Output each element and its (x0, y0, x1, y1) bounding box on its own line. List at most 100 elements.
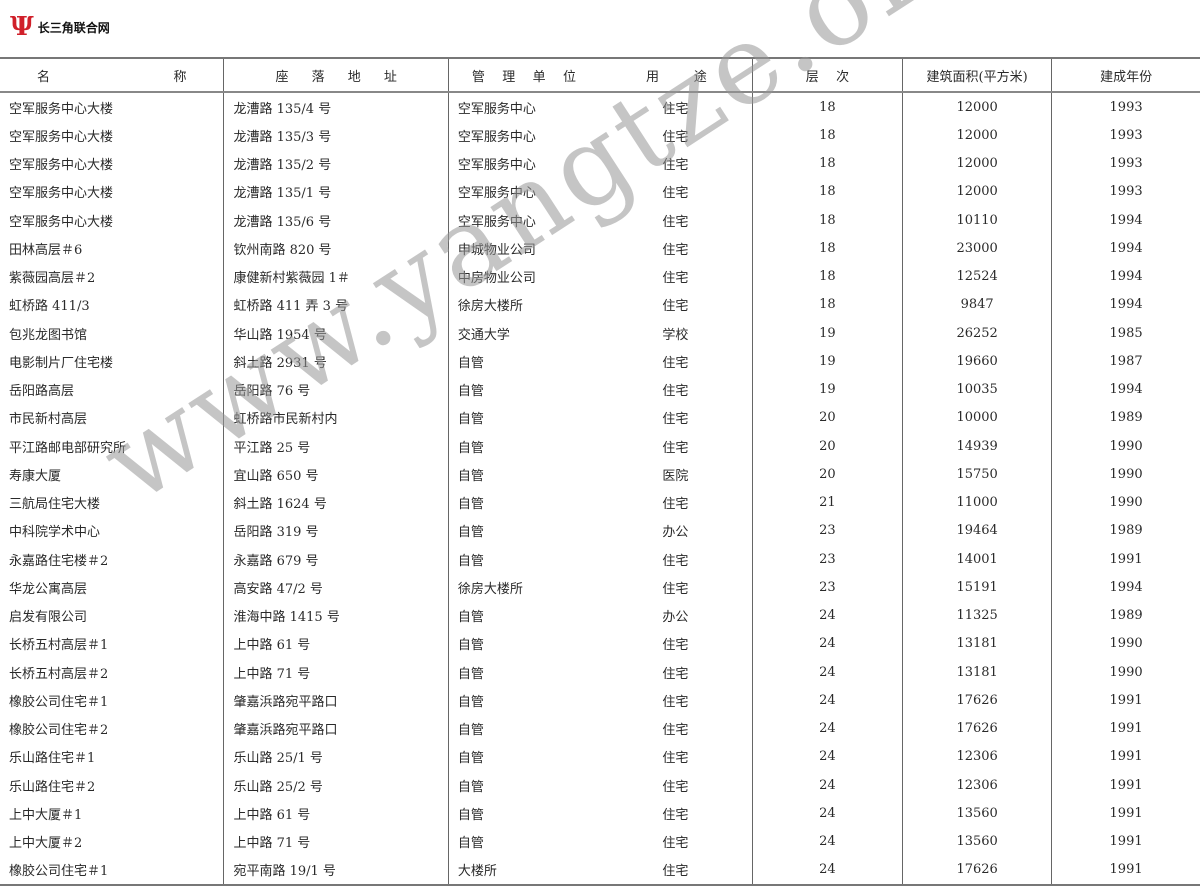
header-name: 名称 (0, 57, 224, 93)
table-row: 上中大厦＃2 上中路 71 号自管 住宅 24 13560 1991 (0, 827, 1200, 856)
cell-use: 住宅 (662, 694, 689, 710)
cell-unit: 自管 (447, 460, 599, 489)
cell-area: 17626 (902, 686, 1052, 715)
cell-address: 斜土路 2931 号 (223, 347, 449, 376)
cell-use: 住宅 (662, 355, 689, 371)
cell-unit: 空军服务中心 (447, 206, 599, 235)
table-row: 空军服务中心大楼 龙漕路 135/1 号空军服务中心 住宅 18 12000 1993 (0, 177, 1200, 206)
cell-year: 1991 (1051, 545, 1200, 574)
table-row: 空军服务中心大楼 龙漕路 135/2 号空军服务中心 住宅 18 12000 1993 (0, 149, 1200, 178)
cell-unit: 自管 (447, 516, 599, 545)
cell-floors: 24 (751, 658, 903, 687)
cell-area: 11325 (902, 601, 1052, 630)
cell-name: 空军服务中心大楼 (9, 129, 114, 145)
site-logo: Ψ 长三角联合网 (10, 14, 110, 40)
cell-area: 11000 (902, 488, 1052, 517)
cell-floors: 23 (751, 573, 903, 602)
cell-name: 乐山路住宅＃1 (9, 751, 96, 767)
cell-name: 空军服务中心大楼 (9, 186, 114, 202)
cell-area: 13560 (902, 799, 1052, 828)
cell-unit: 自管 (447, 488, 599, 517)
header-area: 建筑面积(平方米) (902, 57, 1052, 93)
cell-year: 1990 (1051, 658, 1200, 687)
cell-unit: 自管 (447, 629, 599, 658)
cell-floors: 18 (751, 262, 903, 291)
cell-name: 永嘉路住宅楼＃2 (9, 553, 109, 569)
cell-year: 1990 (1051, 460, 1200, 489)
cell-address: 乐山路 25/1 号 (223, 742, 449, 771)
cell-year: 1989 (1051, 403, 1200, 432)
cell-area: 13181 (902, 629, 1052, 658)
table-row: 岳阳路高层 岳阳路 76 号自管 住宅 19 10035 1994 (0, 375, 1200, 404)
cell-name: 市民新村高层 (9, 412, 88, 428)
cell-use: 住宅 (662, 271, 689, 287)
cell-address: 上中路 71 号 (223, 827, 449, 856)
cell-name: 中科院学术中心 (9, 525, 101, 541)
table-row: 虹桥路 411/3 虹桥路 411 弄 3 号徐房大楼所 住宅 18 9847 1994 (0, 290, 1200, 319)
cell-address: 虹桥路 411 弄 3 号 (223, 290, 449, 319)
cell-use: 住宅 (599, 855, 753, 886)
cell-name: 长桥五村高层＃1 (9, 638, 109, 654)
cell-floors: 23 (751, 545, 903, 574)
cell-area: 15191 (902, 573, 1052, 602)
cell-unit: 自管 (447, 714, 599, 743)
cell-area: 9847 (902, 290, 1052, 319)
cell-floors: 24 (751, 742, 903, 771)
cell-address: 平江路 25 号 (223, 432, 449, 461)
cell-name: 岳阳路高层 (9, 384, 75, 400)
cell-floors: 24 (751, 686, 903, 715)
cell-address: 龙漕路 135/3 号 (223, 121, 449, 150)
cell-use: 办公 (662, 610, 689, 626)
cell-address: 宛平南路 19/1 号 (223, 855, 449, 886)
cell-year: 1991 (1051, 714, 1200, 743)
table-row: 中科院学术中心 岳阳路 319 号自管 办公 23 19464 1989 (0, 516, 1200, 545)
cell-name: 上中大厦＃2 (9, 836, 83, 852)
cell-floors: 18 (751, 234, 903, 263)
cell-year: 1993 (1051, 149, 1200, 178)
cell-floors: 24 (751, 799, 903, 828)
cell-unit: 徐房大楼所 (447, 573, 599, 602)
table-row: 紫薇园高层＃2 康健新村紫薇园 1＃ 中房物业公司 住宅 18 12524 1994 (0, 262, 1200, 291)
cell-year: 1990 (1051, 432, 1200, 461)
header-unit: 管理单位 (447, 57, 599, 93)
cell-floors: 18 (751, 149, 903, 178)
cell-year: 1991 (1051, 742, 1200, 771)
cell-use: 住宅 (662, 836, 689, 852)
cell-use: 住宅 (662, 101, 689, 117)
cell-area: 14939 (902, 432, 1052, 461)
cell-unit: 申城物业公司 (447, 234, 599, 263)
table-row: 上中大厦＃1 上中路 61 号自管 住宅 24 13560 1991 (0, 799, 1200, 828)
cell-name: 寿康大厦 (9, 468, 62, 484)
cell-area: 19660 (902, 347, 1052, 376)
cell-address: 肇嘉浜路宛平路口 (223, 686, 449, 715)
cell-year: 1994 (1051, 262, 1200, 291)
cell-unit: 自管 (447, 686, 599, 715)
cell-area: 13560 (902, 827, 1052, 856)
cell-floors: 19 (751, 319, 903, 348)
cell-use: 医院 (662, 468, 689, 484)
cell-floors: 20 (751, 460, 903, 489)
cell-address: 宜山路 650 号 (223, 460, 449, 489)
table-row: 空军服务中心大楼 龙漕路 135/4 号空军服务中心 住宅 18 12000 1993 (0, 92, 1200, 122)
cell-year: 1991 (1051, 799, 1200, 828)
cell-use: 住宅 (662, 158, 689, 174)
cell-area: 12000 (902, 92, 1052, 122)
table-row: 华龙公寓高层 高安路 47/2 号徐房大楼所 住宅 23 15191 1994 (0, 573, 1200, 602)
cell-name: 空军服务中心大楼 (9, 101, 114, 117)
cell-name: 虹桥路 411/3 (9, 299, 90, 315)
cell-year: 1993 (1051, 121, 1200, 150)
cell-area: 17626 (902, 714, 1052, 743)
cell-floors: 24 (751, 771, 903, 800)
logo-icon: Ψ (10, 12, 34, 42)
cell-address: 康健新村紫薇园 1＃ (223, 262, 449, 291)
cell-year: 1994 (1051, 573, 1200, 602)
cell-year: 1993 (1051, 177, 1200, 206)
cell-name: 包兆龙图书馆 (9, 327, 88, 343)
cell-address: 虹桥路市民新村内 (223, 403, 449, 432)
cell-address: 斜土路 1624 号 (223, 488, 449, 517)
cell-area: 17626 (902, 855, 1052, 886)
cell-floors: 18 (751, 206, 903, 235)
cell-unit: 空军服务中心 (447, 121, 599, 150)
cell-name: 橡胶公司住宅＃2 (9, 723, 109, 739)
cell-use: 住宅 (662, 497, 689, 513)
